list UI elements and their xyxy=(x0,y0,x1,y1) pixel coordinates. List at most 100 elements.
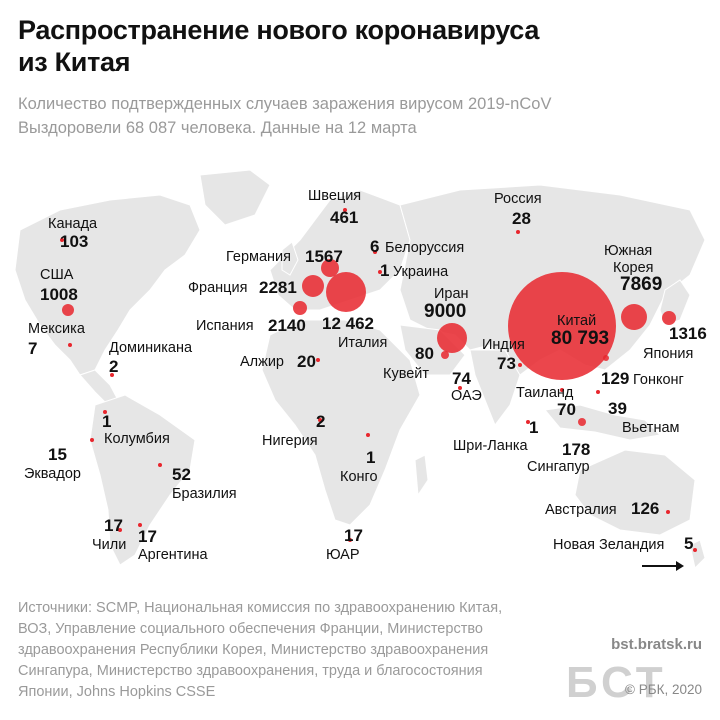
label-france-value: 2281 xyxy=(259,278,297,297)
site-url: bst.bratsk.ru xyxy=(611,636,702,653)
label-thailand-value: 70 xyxy=(557,400,576,419)
label-uae-value: 74 xyxy=(452,369,471,388)
south-america-shape xyxy=(89,394,196,566)
label-congo-name: Конго xyxy=(340,469,378,485)
dot-sweden xyxy=(343,208,347,212)
dot-ukraine xyxy=(378,270,382,274)
label-usa-value: 1008 xyxy=(40,285,78,304)
label-belarus-value: 6 xyxy=(370,237,380,256)
dot-newzealand xyxy=(693,548,697,552)
dot-dominicana xyxy=(110,373,114,377)
dot-mexico xyxy=(68,343,72,347)
label-skorea-name-2: Корея xyxy=(613,260,654,276)
australia-shape xyxy=(574,449,696,536)
label-france-name: Франция xyxy=(188,280,248,296)
indonesia-shape xyxy=(544,404,662,441)
label-italy-name: Италия xyxy=(338,335,388,351)
dot-canada xyxy=(60,238,64,242)
label-vietnam-name: Вьетнам xyxy=(622,420,680,436)
label-spain-value: 2140 xyxy=(268,316,306,335)
dot-australia xyxy=(666,510,670,514)
label-vietnam-value: 39 xyxy=(608,399,627,418)
label-iran-name: Иран xyxy=(434,286,469,302)
arrow-icon xyxy=(642,561,684,571)
label-singapore-value: 178 xyxy=(562,440,591,459)
label-argentina-name: Аргентина xyxy=(138,547,208,563)
label-canada-value: 103 xyxy=(60,232,89,251)
bubble-usa xyxy=(62,304,74,316)
bubble-spain xyxy=(293,301,307,315)
label-algeria-name: Алжир xyxy=(240,354,284,370)
dot-russia xyxy=(516,230,520,234)
label-chile-name: Чили xyxy=(92,537,127,553)
dot-ecuador xyxy=(90,438,94,442)
sources-line-1: Источники: SCMP, Национальная комиссия п… xyxy=(18,600,503,616)
label-newzealand-value: 5 xyxy=(684,534,694,553)
label-hongkong-name: Гонконг xyxy=(633,372,684,388)
title-line-2: из Китая xyxy=(18,47,131,77)
bubble-singapore xyxy=(578,418,586,426)
dot-thailand xyxy=(560,388,564,392)
dot-belarus xyxy=(373,250,377,254)
sources-line-5: Японии, Johns Hopkins CSSE xyxy=(18,684,216,700)
label-belarus-name: Белоруссия xyxy=(385,240,465,256)
sources-line-2: ВОЗ, Управление социального обеспечения … xyxy=(18,621,483,637)
label-brazil-name: Бразилия xyxy=(172,486,237,502)
label-japan-value: 1316 xyxy=(669,324,707,343)
label-india-name: Индия xyxy=(482,337,525,353)
dot-vietnam xyxy=(596,390,600,394)
label-algeria-value: 20 xyxy=(297,352,316,371)
label-srilanka-value: 1 xyxy=(529,418,539,437)
label-ecuador-name: Эквадор xyxy=(24,466,81,482)
bubble-iran xyxy=(437,323,467,353)
sources-line-4: Сингапура, Министерство здравоохранения,… xyxy=(18,663,483,679)
label-australia-value: 126 xyxy=(631,499,660,518)
world-map xyxy=(14,169,706,570)
sources-line-3: здравоохранения Республики Корея, Минист… xyxy=(18,642,489,658)
label-china-value: 80 793 xyxy=(551,328,610,349)
label-nigeria-value: 2 xyxy=(316,412,326,431)
label-skorea-value: 7869 xyxy=(620,274,663,295)
label-dominicana-name: Доминикана xyxy=(109,340,193,356)
copyright: © РБК, 2020 xyxy=(625,682,702,697)
label-germany-value: 1567 xyxy=(305,247,343,266)
dot-nigeria xyxy=(318,418,322,422)
label-sweden-value: 461 xyxy=(330,208,359,227)
label-kuwait-name: Кувейт xyxy=(383,366,430,382)
label-newzealand-name: Новая Зеландия xyxy=(553,537,665,553)
dot-colombia xyxy=(103,410,107,414)
label-srilanka-name: Шри-Ланка xyxy=(453,438,528,454)
label-dominicana-value: 2 xyxy=(109,357,119,376)
subtitle-line-1: Количество подтвержденных случаев зараже… xyxy=(18,95,552,113)
label-nigeria-name: Нигерия xyxy=(262,433,318,449)
label-southafrica-value: 17 xyxy=(344,526,363,545)
label-usa-name: США xyxy=(40,267,74,283)
india-shape xyxy=(469,349,521,427)
dot-brazil xyxy=(158,463,162,467)
label-colombia-value: 1 xyxy=(102,412,112,431)
label-thailand-name: Таиланд xyxy=(516,385,574,401)
label-brazil-value: 52 xyxy=(172,465,191,484)
bubble-germany xyxy=(321,259,339,277)
label-germany-name: Германия xyxy=(226,249,292,265)
label-ukraine-value: 1 xyxy=(380,261,390,280)
newzealand-shape xyxy=(689,539,706,570)
label-china-name: Китай xyxy=(557,313,597,329)
dot-srilanka xyxy=(526,420,530,424)
sources: Источники: SCMP, Национальная комиссия п… xyxy=(18,598,578,703)
dot-algeria xyxy=(316,358,320,362)
title-line-1: Распространение нового коронавируса xyxy=(18,15,540,45)
bubble-italy xyxy=(326,272,366,312)
label-italy-value: 12 462 xyxy=(322,314,374,333)
label-canada-name: Канада xyxy=(48,216,98,232)
label-mexico-value: 7 xyxy=(28,339,38,358)
label-sweden-name: Швеция xyxy=(308,188,362,204)
dot-chile xyxy=(118,528,122,532)
label-southafrica-name: ЮАР xyxy=(326,547,360,563)
greenland-shape xyxy=(199,169,271,226)
dot-argentina xyxy=(138,523,142,527)
label-mexico-name: Мексика xyxy=(28,321,85,337)
africa-shape xyxy=(261,319,421,526)
uk-shape xyxy=(281,241,299,276)
bubble-china xyxy=(508,272,616,380)
